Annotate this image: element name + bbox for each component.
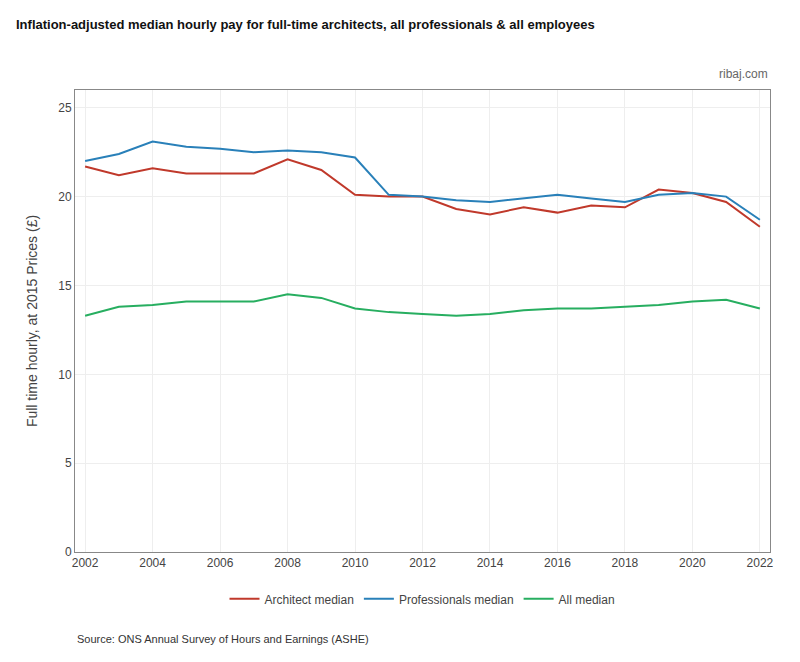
svg-text:Architect median: Architect median [265,593,354,607]
svg-text:20: 20 [58,190,72,204]
svg-text:2008: 2008 [274,556,301,570]
svg-text:Professionals median: Professionals median [399,593,514,607]
svg-text:2002: 2002 [72,556,99,570]
svg-text:Inflation-adjusted median hour: Inflation-adjusted median hourly pay for… [16,17,595,32]
svg-text:2016: 2016 [544,556,571,570]
svg-text:5: 5 [65,456,72,470]
svg-text:ribaj.com: ribaj.com [719,67,768,81]
svg-text:2018: 2018 [612,556,639,570]
svg-text:2004: 2004 [139,556,166,570]
svg-text:Full time hourly, at 2015 Pric: Full time hourly, at 2015 Prices (£) [24,215,40,427]
svg-text:2006: 2006 [207,556,234,570]
svg-text:25: 25 [58,101,72,115]
svg-text:Source: ONS Annual Survey of H: Source: ONS Annual Survey of Hours and E… [77,633,369,645]
svg-text:2022: 2022 [747,556,774,570]
svg-text:15: 15 [58,279,72,293]
svg-text:10: 10 [58,368,72,382]
svg-text:2014: 2014 [477,556,504,570]
svg-text:2010: 2010 [342,556,369,570]
svg-text:2012: 2012 [409,556,436,570]
svg-text:All median: All median [559,593,615,607]
svg-text:0: 0 [65,545,72,559]
svg-text:2020: 2020 [679,556,706,570]
